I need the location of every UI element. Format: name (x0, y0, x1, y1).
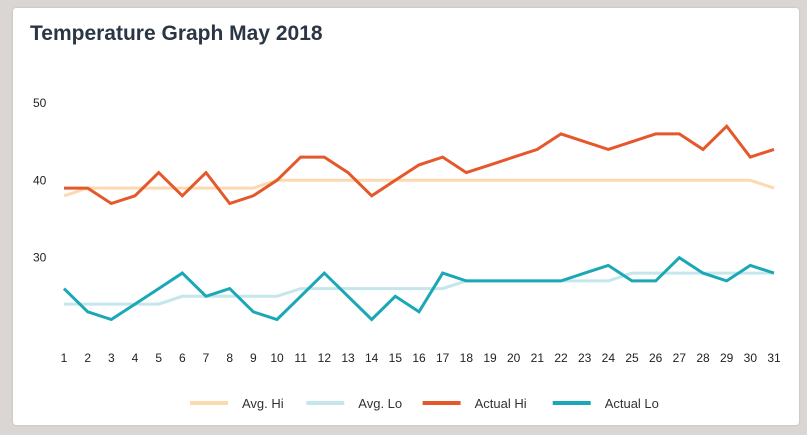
legend-item-avg-hi[interactable]: Avg. Hi (190, 396, 284, 411)
y-axis-ticks: 30 40 50 (33, 96, 47, 265)
x-tick-label: 29 (720, 351, 734, 365)
y-tick-label: 40 (33, 173, 47, 187)
x-tick-label: 22 (554, 351, 568, 365)
x-tick-label: 30 (744, 351, 758, 365)
series-line-actual-hi (64, 123, 775, 206)
x-tick-label: 4 (132, 351, 139, 365)
x-tick-label: 21 (531, 351, 545, 365)
legend-label: Actual Lo (605, 396, 659, 411)
x-tick-label: 28 (696, 351, 710, 365)
x-tick-label: 24 (602, 351, 616, 365)
chart-title: Temperature Graph May 2018 (30, 22, 323, 45)
x-tick-label: 19 (483, 351, 497, 365)
x-tick-label: 6 (179, 351, 186, 365)
x-axis-ticks: 1 2 3 4 5 6 7 8 9 10 11 12 13 14 15 16 17 18 19 20 21 22 23 24 2… (61, 351, 781, 365)
x-tick-label: 9 (250, 351, 257, 365)
x-tick-label: 5 (155, 351, 162, 365)
x-tick-label: 1 (61, 351, 68, 365)
series-line-actual-lo (62, 255, 775, 322)
x-tick-label: 7 (203, 351, 210, 365)
series-line-avg-hi (63, 178, 775, 198)
x-tick-label: 18 (460, 351, 474, 365)
chart-legend: Avg. Hi Avg. Lo Actual Hi Actual Lo (190, 396, 659, 411)
series-line-avg-lo (64, 271, 774, 306)
legend-label: Actual Hi (475, 396, 527, 411)
legend-item-avg-lo[interactable]: Avg. Lo (306, 396, 402, 411)
x-tick-label: 14 (365, 351, 379, 365)
x-tick-label: 13 (341, 351, 355, 365)
x-tick-label: 31 (767, 351, 781, 365)
legend-item-actual-hi[interactable]: Actual Hi (422, 396, 527, 411)
x-tick-label: 27 (673, 351, 687, 365)
legend-label: Avg. Hi (242, 396, 284, 411)
y-tick-label: 30 (33, 251, 47, 265)
x-tick-label: 10 (270, 351, 284, 365)
x-tick-label: 15 (389, 351, 403, 365)
legend-label: Avg. Lo (358, 396, 402, 411)
x-tick-label: 16 (412, 351, 426, 365)
x-tick-label: 11 (294, 351, 307, 365)
x-tick-label: 3 (108, 351, 115, 365)
x-tick-label: 23 (578, 351, 592, 365)
series-lines (62, 123, 775, 322)
x-tick-label: 20 (507, 351, 521, 365)
x-tick-label: 8 (226, 351, 233, 365)
legend-item-actual-lo[interactable]: Actual Lo (552, 396, 659, 411)
x-tick-label: 2 (84, 351, 91, 365)
x-tick-label: 25 (625, 351, 639, 365)
y-tick-label: 50 (33, 96, 47, 110)
x-tick-label: 17 (436, 351, 450, 365)
x-tick-label: 12 (318, 351, 332, 365)
x-tick-label: 26 (649, 351, 663, 365)
